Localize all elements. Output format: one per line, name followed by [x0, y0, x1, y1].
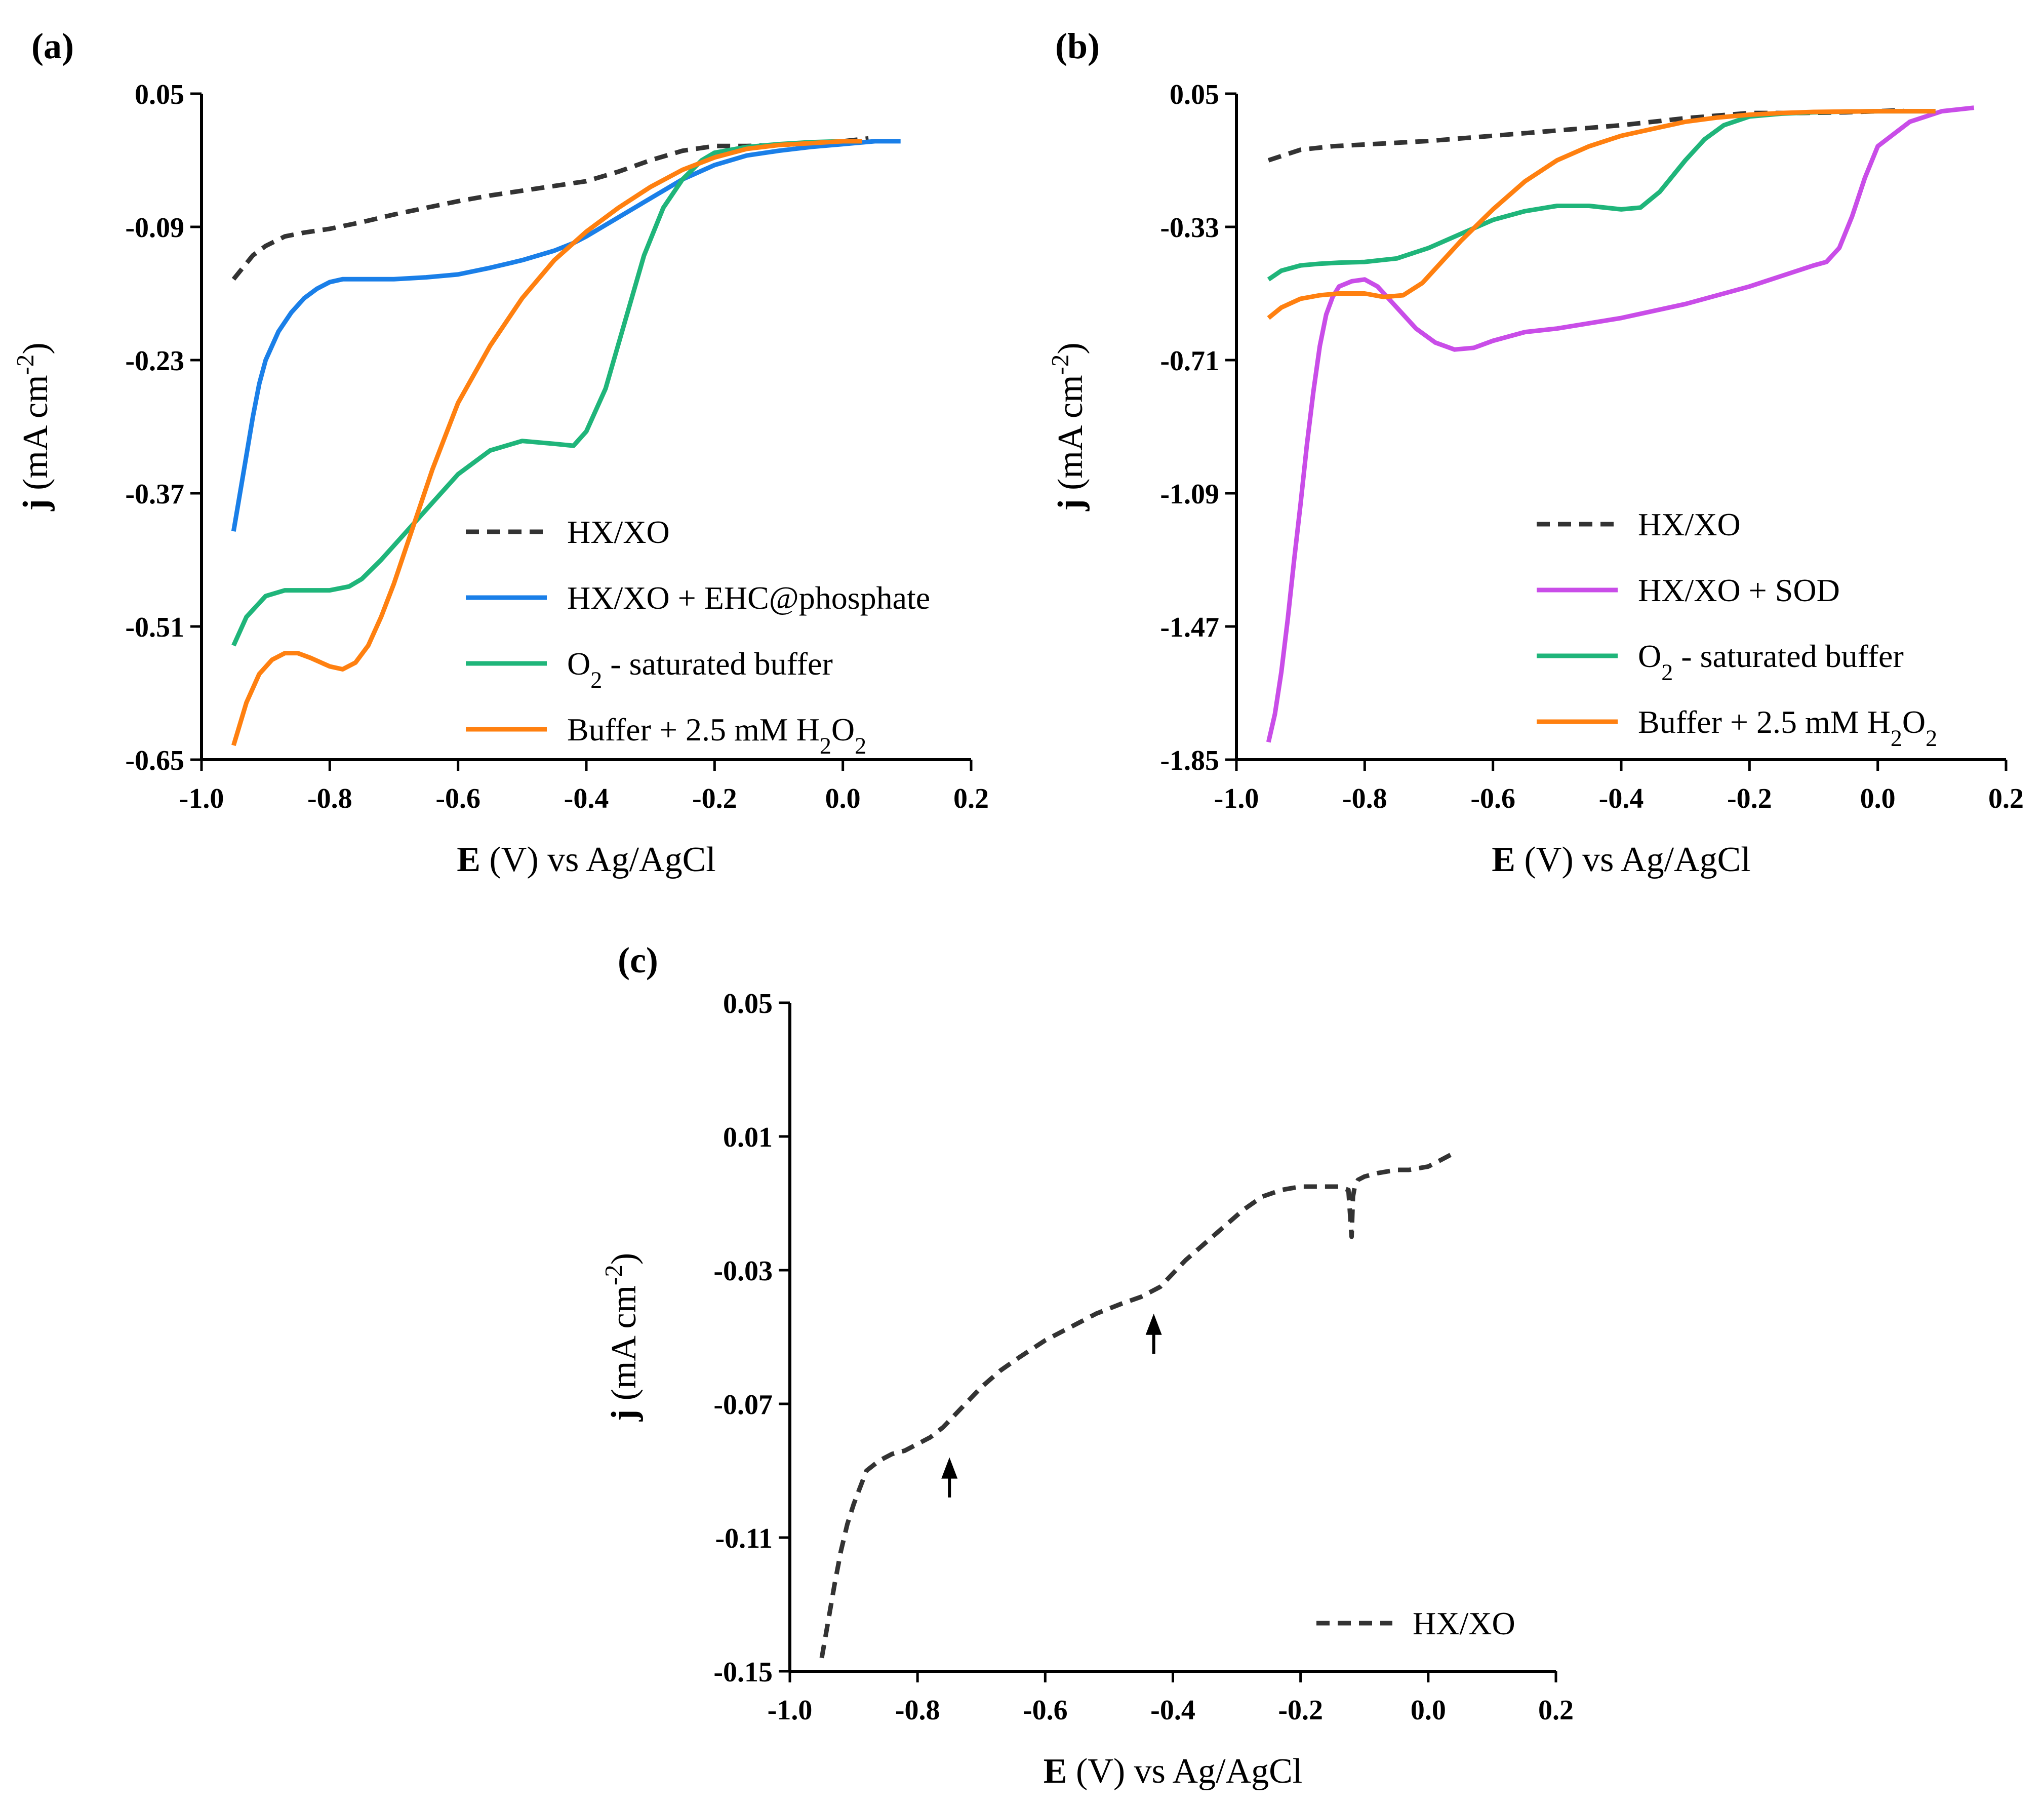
- x-tick-label: 0.2: [953, 783, 989, 814]
- x-tick-label: 0.2: [1538, 1695, 1574, 1726]
- x-axis-label: E (V) vs Ag/AgCl: [457, 840, 715, 879]
- x-tick-label: -0.4: [564, 783, 609, 814]
- legend-label: HX/XO: [1413, 1605, 1515, 1641]
- y-tick-label: 0.05: [1170, 79, 1219, 110]
- panel-a: (a) 0.05 -0.09 -0.23 -0.37 -0.51 -0.65 -1.0 -0.8…: [11, 26, 989, 879]
- legend-label: HX/XO: [567, 514, 670, 550]
- y-tick-label: -0.15: [713, 1657, 773, 1688]
- x-tick-label: 0.0: [825, 783, 861, 814]
- y-tick-label: -1.85: [1160, 745, 1219, 776]
- y-tick-label: 0.05: [723, 988, 773, 1019]
- legend: HX/XO: [1316, 1605, 1515, 1641]
- y-tick-label: -0.65: [125, 745, 184, 776]
- legend-label: HX/XO + SOD: [1638, 572, 1840, 608]
- x-tick-label: -1.0: [768, 1695, 813, 1726]
- x-tick-label: -0.8: [307, 783, 352, 814]
- x-tick-label: -0.4: [1150, 1695, 1195, 1726]
- y-axis-label: j (mA cm-2): [599, 1253, 644, 1422]
- x-tick-label: -0.6: [1023, 1695, 1068, 1726]
- y-tick-label: -0.71: [1160, 345, 1219, 377]
- panel-label: (c): [618, 940, 658, 980]
- series-line-buffer-2-5-mm-h2o2: [1267, 109, 1936, 320]
- y-tick-label: -0.09: [125, 212, 184, 244]
- y-tick-label: -0.33: [1160, 212, 1219, 244]
- y-axis-label: j (mA cm-2): [1046, 342, 1091, 511]
- panel-c: (c) 0.05 0.01 -0.03 -0.07 -0.11 -0.15 -1.0 -0.8 -…: [599, 940, 1574, 1791]
- legend-label: Buffer + 2.5 mM H2O2: [567, 712, 866, 759]
- legend: HX/XO HX/XO + EHC@phosphate O2 - saturated…: [466, 514, 930, 759]
- y-tick-label: -0.37: [125, 479, 184, 510]
- x-tick-label: -0.6: [1470, 783, 1515, 814]
- x-tick-label: -0.8: [895, 1695, 940, 1726]
- legend-label: HX/XO + EHC@phosphate: [567, 580, 930, 616]
- legend-label: O2 - saturated buffer: [567, 646, 833, 693]
- legend-label: O2 - saturated buffer: [1638, 638, 1904, 685]
- series-line-hx-xo: [1267, 108, 1904, 163]
- x-tick-label: -0.6: [435, 783, 480, 814]
- series-line-hx-xo-ehc-phosphate: [231, 139, 901, 532]
- y-tick-label: 0.01: [723, 1122, 773, 1153]
- legend: HX/XO HX/XO + SOD O2 - saturated buffer Buf…: [1537, 506, 1937, 751]
- annotation-arrow-icon: [1145, 1313, 1162, 1335]
- x-axis-label: E (V) vs Ag/AgCl: [1492, 840, 1750, 879]
- x-tick-label: -1.0: [179, 783, 224, 814]
- x-tick-label: -1.0: [1214, 783, 1259, 814]
- y-tick-label: -0.23: [125, 345, 184, 377]
- series-line-o2-saturated-buffer: [231, 139, 862, 647]
- x-tick-label: -0.2: [692, 783, 737, 814]
- x-axis-label: E (V) vs Ag/AgCl: [1044, 1752, 1302, 1791]
- panel-label: (a): [31, 26, 74, 66]
- y-tick-label: -0.07: [713, 1389, 773, 1421]
- y-tick-label: -0.51: [125, 612, 184, 643]
- annotation-arrow-icon: [941, 1457, 958, 1479]
- series-line-buffer-2-5-mm-h2o2: [231, 139, 862, 747]
- series-line-hx-xo-sod: [1266, 105, 1975, 743]
- y-axis-label: j (mA cm-2): [11, 342, 56, 511]
- x-tick-label: -0.2: [1278, 1695, 1323, 1726]
- series-line-hx-xo: [231, 136, 869, 281]
- x-tick-label: 0.2: [1988, 783, 2024, 814]
- legend-label: Buffer + 2.5 mM H2O2: [1638, 704, 1937, 751]
- x-tick-label: -0.8: [1342, 783, 1387, 814]
- y-tick-label: -0.11: [715, 1523, 773, 1554]
- y-tick-label: -1.09: [1160, 479, 1219, 510]
- y-tick-label: 0.05: [135, 79, 184, 110]
- x-tick-label: -0.2: [1727, 783, 1772, 814]
- x-tick-label: 0.0: [1411, 1695, 1446, 1726]
- panel-b: (b) 0.05 -0.33 -0.71 -1.09 -1.47 -1.85 -1.0 -0.8…: [1046, 26, 2024, 879]
- legend-label: HX/XO: [1638, 506, 1741, 542]
- y-tick-label: -1.47: [1160, 612, 1219, 643]
- panel-label: (b): [1055, 26, 1100, 66]
- series-line-hx-xo: [819, 1151, 1455, 1659]
- x-tick-label: -0.4: [1599, 783, 1644, 814]
- x-tick-label: 0.0: [1860, 783, 1896, 814]
- y-tick-label: -0.03: [713, 1255, 773, 1287]
